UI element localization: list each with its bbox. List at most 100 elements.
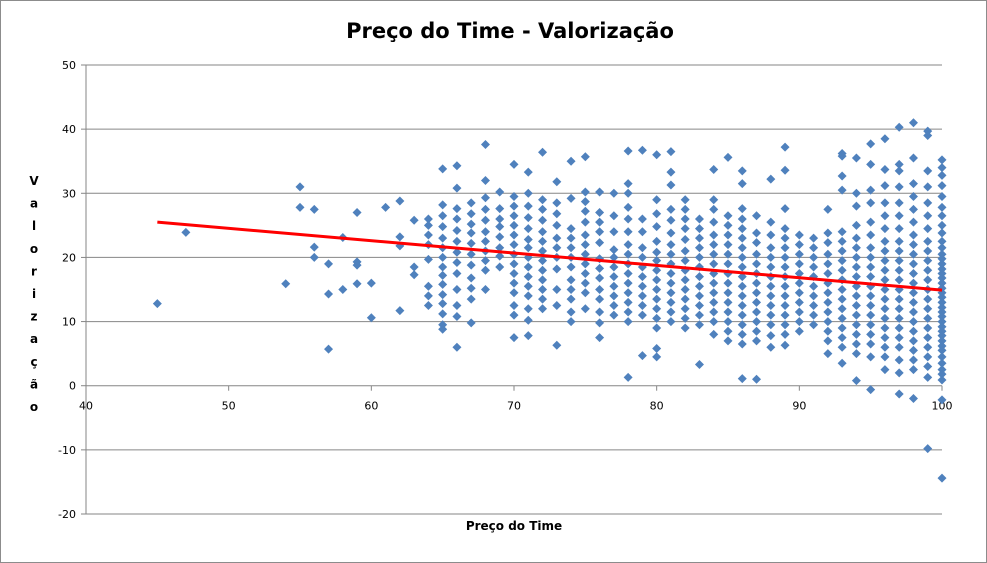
data-point — [866, 301, 876, 311]
data-point — [908, 365, 918, 375]
data-point — [623, 188, 633, 198]
data-point — [923, 236, 933, 246]
data-point — [937, 181, 947, 191]
data-point — [509, 310, 519, 320]
data-point — [794, 268, 804, 278]
data-point — [937, 311, 947, 321]
data-point — [937, 292, 947, 302]
data-point — [866, 385, 876, 395]
data-point — [937, 163, 947, 173]
data-point — [694, 233, 704, 243]
data-point — [466, 318, 476, 328]
data-point — [794, 326, 804, 336]
data-point — [609, 211, 619, 221]
data-point — [837, 358, 847, 368]
data-point — [609, 252, 619, 262]
data-point — [595, 238, 605, 248]
x-tick-label: 50 — [222, 400, 236, 413]
y-axis-title-char: i — [32, 287, 36, 301]
data-point — [937, 236, 947, 246]
data-point — [723, 288, 733, 298]
data-point — [709, 240, 719, 250]
data-point — [352, 279, 362, 289]
data-point — [595, 217, 605, 227]
data-point — [623, 146, 633, 156]
data-point — [395, 306, 405, 316]
data-point — [709, 278, 719, 288]
y-axis-title-char: o — [30, 242, 38, 256]
data-point — [552, 233, 562, 243]
data-point — [680, 313, 690, 323]
data-point — [509, 220, 519, 230]
data-point — [880, 275, 890, 285]
data-point — [937, 331, 947, 341]
data-point — [880, 165, 890, 175]
y-tick-label: 30 — [62, 187, 76, 200]
data-point — [480, 140, 490, 150]
data-point — [595, 307, 605, 317]
data-point — [281, 279, 291, 289]
data-point — [780, 142, 790, 152]
data-point — [652, 236, 662, 246]
data-point — [837, 323, 847, 333]
data-point — [780, 301, 790, 311]
data-point — [595, 273, 605, 283]
data-point — [609, 301, 619, 311]
data-point — [694, 360, 704, 370]
data-point — [937, 278, 947, 288]
data-point — [837, 246, 847, 256]
data-point — [694, 291, 704, 301]
data-point — [438, 211, 448, 221]
data-point — [737, 310, 747, 320]
data-point — [894, 342, 904, 352]
data-point — [809, 233, 819, 243]
data-point — [523, 272, 533, 282]
data-point — [580, 240, 590, 250]
data-point — [538, 304, 548, 314]
data-point — [937, 395, 947, 405]
data-point — [737, 281, 747, 291]
data-point — [894, 304, 904, 314]
data-point — [595, 187, 605, 197]
data-point — [694, 310, 704, 320]
data-point — [466, 260, 476, 270]
data-point — [794, 249, 804, 259]
data-point — [438, 279, 448, 289]
data-point — [666, 204, 676, 214]
data-point — [438, 324, 448, 334]
data-point — [737, 243, 747, 253]
data-point — [438, 270, 448, 280]
data-point — [452, 247, 462, 257]
data-point — [580, 288, 590, 298]
data-point — [937, 345, 947, 355]
data-point — [823, 307, 833, 317]
data-point — [766, 217, 776, 227]
data-point — [652, 352, 662, 362]
data-point — [923, 323, 933, 333]
data-point — [409, 270, 419, 280]
data-point — [538, 275, 548, 285]
data-point — [623, 317, 633, 327]
data-point — [523, 201, 533, 211]
data-point — [452, 342, 462, 352]
data-point — [623, 288, 633, 298]
data-point — [880, 313, 890, 323]
data-point — [752, 228, 762, 238]
data-point — [552, 198, 562, 208]
data-point — [580, 230, 590, 240]
data-point — [652, 195, 662, 205]
data-point — [880, 352, 890, 362]
data-point — [880, 265, 890, 275]
data-point — [794, 259, 804, 269]
data-point — [480, 236, 490, 246]
data-point — [894, 246, 904, 256]
data-point — [538, 236, 548, 246]
data-point — [851, 329, 861, 339]
data-point — [894, 368, 904, 378]
data-point — [495, 214, 505, 224]
data-point — [837, 265, 847, 275]
data-point — [880, 211, 890, 221]
data-point — [908, 230, 918, 240]
data-point — [623, 307, 633, 317]
